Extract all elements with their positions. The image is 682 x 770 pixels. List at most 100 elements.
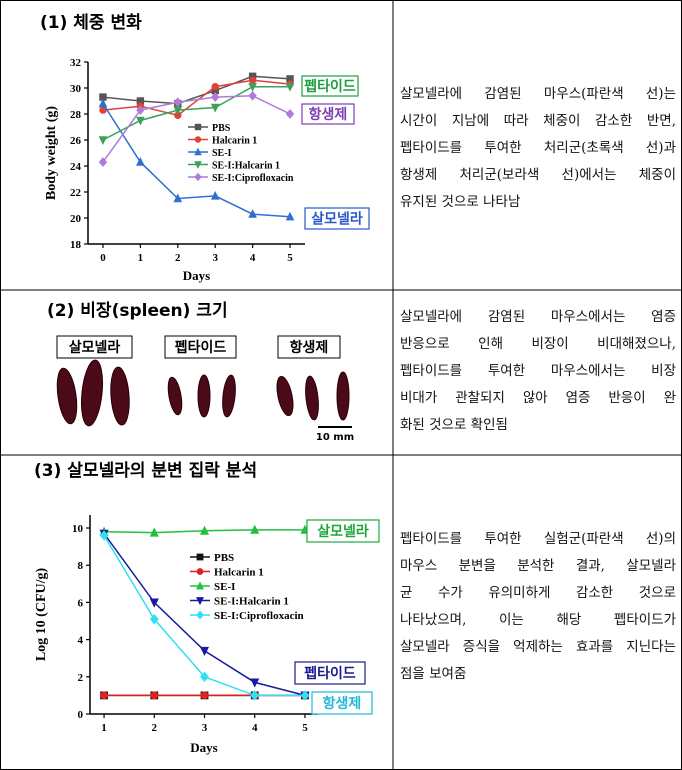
y-tick-label: 32 (70, 57, 82, 69)
legend-label: SE-I:Ciprofloxacin (214, 610, 304, 622)
description-line: 화된 것으로 확인됨 (400, 417, 508, 433)
marker (248, 209, 257, 218)
marker (199, 646, 210, 656)
series-line (102, 103, 291, 218)
description-line: 항생제 처리군(보라색 선)에서는 체중이 (400, 167, 676, 183)
description-line: 마우스 분변을 분석한 결과, 살모넬라 (400, 558, 676, 574)
marker (250, 678, 260, 688)
marker (250, 524, 260, 534)
marker (98, 157, 108, 168)
description-line: 펩타이드를 투여한 처리군(초록색 선)과 (400, 140, 676, 156)
annotation: 펩타이드 (304, 665, 356, 682)
group-label: 항생제 (290, 339, 329, 356)
legend-label: SE-I:Ciprofloxacin (212, 173, 294, 184)
y-tick-label: 22 (70, 187, 82, 199)
y-tick-label: 28 (70, 109, 82, 121)
marker (173, 193, 183, 203)
y-tick-label: 2 (78, 672, 84, 684)
series-line (102, 79, 291, 117)
annotation-box (304, 207, 370, 230)
marker (210, 103, 220, 113)
x-axis-label: Days (183, 268, 210, 283)
x-tick-label: 3 (212, 252, 218, 264)
marker (98, 98, 108, 108)
x-axis-label: Days (190, 740, 217, 755)
marker (196, 581, 204, 590)
y-tick-label: 26 (70, 135, 82, 147)
row-heading: (3) 살모넬라의 분변 집락 분석 (34, 461, 257, 481)
x-tick-label: 0 (100, 252, 106, 264)
annotation: 항생제 (323, 695, 362, 712)
marker (248, 83, 257, 92)
description-line: 살모넬라에 감염된 마우스(파란색 선)는 (400, 86, 676, 102)
marker (196, 597, 204, 606)
marker (150, 691, 159, 700)
y-tick-label: 30 (70, 83, 82, 95)
legend-label: SE-I (214, 581, 235, 593)
scale-bar-label: 10 mm (316, 432, 354, 443)
marker (196, 610, 204, 620)
series-line (102, 75, 291, 105)
marker (194, 172, 202, 182)
legend-label: Halcarin 1 (212, 136, 257, 147)
marker (194, 147, 202, 156)
annotation: 펩타이드 (304, 78, 356, 95)
description-line: 유지된 것으로 나타남 (400, 194, 521, 210)
group-label: 펩타이드 (175, 339, 227, 356)
annotation-box (301, 75, 359, 97)
marker (200, 691, 209, 700)
annotation-box (311, 691, 373, 715)
y-tick-label: 6 (78, 597, 84, 609)
marker (285, 83, 295, 92)
x-tick-label: 3 (202, 722, 208, 734)
marker (196, 553, 204, 561)
marker (248, 76, 257, 84)
description-line: 살모넬라 증식을 억제하는 효과를 지닌다는 (400, 639, 676, 655)
annotation-box (294, 661, 366, 685)
x-tick-label: 2 (152, 722, 158, 734)
series-line (102, 85, 291, 141)
description-line: 펩타이드를 투여한 실험군(파란색 선)의 (400, 531, 676, 547)
marker (211, 83, 219, 91)
annotation: 살모넬라 (317, 523, 369, 540)
y-tick-label: 20 (70, 213, 82, 225)
marker (98, 136, 108, 145)
x-tick-label: 4 (252, 722, 258, 734)
y-tick-label: 18 (70, 239, 82, 251)
annotation-box (306, 519, 380, 543)
y-tick-label: 8 (78, 560, 84, 572)
group-label: 살모넬라 (69, 339, 121, 356)
legend-label: SE-I:Halcarin 1 (212, 161, 280, 172)
marker (149, 527, 159, 537)
description-line: 펩타이드를 투여한 마우스에서는 비장 (400, 363, 676, 379)
y-tick-label: 0 (78, 709, 84, 721)
description-line: 반응으로 인해 비장이 비대해졌으나, (400, 336, 676, 352)
row-heading: (1) 체중 변화 (40, 13, 142, 33)
marker (285, 211, 295, 221)
description-line: 나타났으며, 이는 해당 펩타이드가 (400, 612, 676, 628)
description-line: 균 수가 유의미하게 감소한 것으로 (400, 585, 676, 601)
marker (149, 598, 159, 608)
marker (99, 530, 109, 541)
marker (285, 109, 295, 119)
marker (300, 690, 310, 701)
y-axis-label: Body weight (g) (44, 106, 59, 200)
annotation: 항생제 (309, 106, 348, 123)
marker (248, 90, 257, 101)
spleen-photo (56, 359, 350, 427)
x-tick-label: 1 (138, 252, 144, 264)
y-axis-label: Log 10 (CFU/g) (34, 568, 49, 662)
marker (136, 116, 145, 126)
y-tick-label: 10 (72, 523, 84, 535)
legend-label: PBS (212, 123, 231, 134)
description-line: 점을 보여줌 (400, 666, 467, 682)
legend-label: SE-I (212, 148, 232, 159)
marker (136, 105, 145, 116)
marker (210, 190, 220, 200)
legend-label: SE-I:Halcarin 1 (214, 596, 289, 608)
y-tick-label: 24 (70, 161, 82, 173)
annotation: 살모넬라 (311, 211, 363, 228)
